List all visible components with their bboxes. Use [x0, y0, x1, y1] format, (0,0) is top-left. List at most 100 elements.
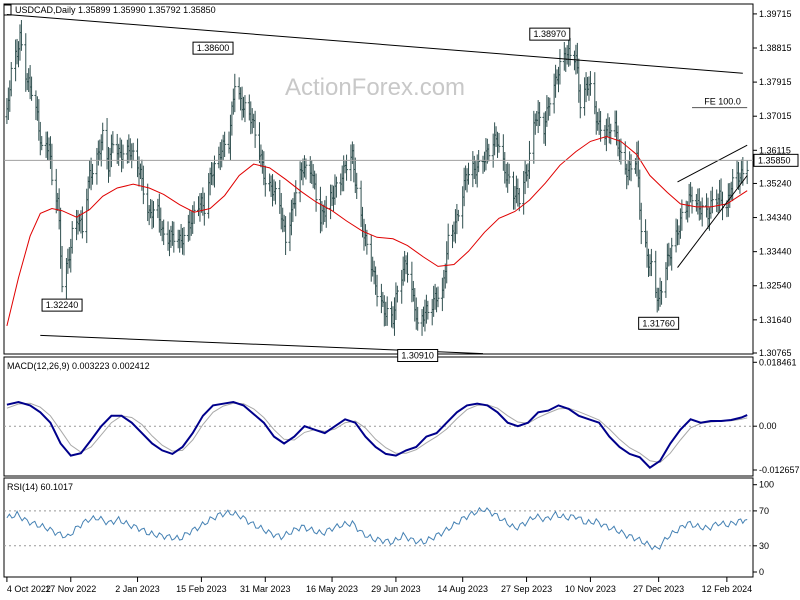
date-axis-label: 31 Mar 2023	[240, 584, 291, 594]
price-bar	[649, 248, 653, 277]
macd-line	[6, 400, 748, 469]
level-annotation-label: 1.38970	[534, 29, 567, 39]
level-annotation-label: 1.31760	[642, 318, 675, 328]
price-bar	[670, 237, 674, 271]
rsi-line	[6, 506, 748, 551]
price-bar	[314, 173, 318, 212]
date-axis-label: 15 Feb 2023	[176, 584, 227, 594]
macd-header: MACD(12,26,9) 0.003223 0.002412	[7, 361, 150, 371]
price-bar	[40, 136, 44, 151]
price-axis-label: 1.32540	[759, 281, 792, 291]
level-annotation-box	[529, 27, 571, 41]
level-annotation: 1.30910	[397, 349, 439, 363]
date-axis-label: 2 Jan 2023	[115, 584, 160, 594]
current-price-tag-label: 1.35850	[758, 155, 791, 165]
price-bar	[639, 202, 643, 245]
price-axis-label: 1.33440	[759, 247, 792, 257]
date-axis-label: 27 Dec 2023	[633, 584, 684, 594]
rsi-header: RSI(14) 60.1017	[7, 482, 73, 492]
price-bar	[609, 123, 613, 145]
price-bar	[263, 165, 267, 197]
macd-axis-label: 0.00	[759, 421, 777, 431]
price-bar	[345, 154, 349, 181]
price-bar	[599, 111, 603, 142]
price-axis-label: 1.31640	[759, 315, 792, 325]
macd-signal-line	[6, 402, 748, 464]
rsi-layer	[4, 506, 753, 551]
date-axis-label: 4 Oct 2022	[7, 584, 51, 594]
level-annotation-label: 1.38600	[197, 43, 230, 53]
level-annotation-label: 1.32240	[46, 300, 79, 310]
price-bar	[365, 229, 369, 255]
price-bar	[558, 49, 562, 85]
date-axis-label: 12 Feb 2024	[702, 584, 753, 594]
rsi-panel-frame	[3, 477, 754, 578]
price-axis-label: 1.36115	[759, 145, 791, 155]
price-axis-label: 1.37015	[759, 111, 792, 121]
price-bar	[162, 219, 166, 246]
price-bar	[141, 165, 145, 205]
price-panel-frame	[3, 3, 754, 355]
rsi-axis-label: 100	[759, 480, 774, 490]
price-bar	[629, 154, 633, 182]
trend-line	[677, 144, 748, 183]
price-bar	[121, 144, 125, 169]
price-bar	[660, 280, 664, 305]
collapse-icon[interactable]	[3, 4, 12, 16]
level-annotation: 1.32240	[41, 298, 83, 312]
axis-layer: 1.39715 1.38815 1.37915 1.37015 1.36115 1.352…	[6, 9, 800, 594]
macd-panel-frame	[3, 356, 754, 477]
price-bar	[334, 176, 338, 198]
date-axis-label: 16 May 2023	[306, 584, 358, 594]
price-bar	[497, 132, 501, 153]
price-bar	[710, 186, 714, 214]
price-bar	[487, 143, 491, 162]
fe-label: FE 100.0	[704, 97, 741, 107]
price-bar	[233, 73, 237, 113]
date-axis-label: 29 Jun 2023	[371, 584, 421, 594]
price-bar	[456, 209, 460, 222]
rsi-axis-label: 70	[759, 506, 769, 516]
price-bar	[19, 20, 23, 51]
price-bar	[436, 286, 440, 308]
price-bar	[284, 216, 288, 255]
rsi-axis-label: 0	[759, 567, 764, 577]
price-bar	[91, 163, 95, 185]
date-axis-label: 17 Nov 2022	[45, 584, 96, 594]
level-annotation-box	[41, 298, 83, 312]
moving-average-line	[6, 135, 748, 327]
level-annotation: 1.38970	[529, 27, 571, 41]
price-bar	[578, 84, 582, 119]
level-annotation-box	[192, 41, 234, 55]
level-annotation: 1.31760	[638, 316, 680, 330]
price-bar	[131, 142, 135, 161]
price-bar	[426, 300, 430, 320]
level-annotation-label: 1.30910	[401, 351, 434, 361]
price-bar	[243, 95, 247, 123]
price-bar	[731, 169, 735, 202]
price-bar	[588, 71, 592, 96]
price-bar	[517, 188, 521, 212]
price-bar	[253, 110, 257, 148]
price-bar	[304, 158, 308, 180]
price-bar	[152, 201, 156, 228]
price-bar	[568, 37, 572, 66]
level-annotation-box	[397, 349, 439, 363]
price-bar	[375, 274, 379, 307]
price-bar	[294, 180, 298, 217]
price-bar	[680, 199, 684, 231]
price-bar	[745, 160, 749, 185]
date-axis-label: 14 Aug 2023	[437, 584, 488, 594]
trend-line	[6, 13, 743, 74]
macd-layer	[4, 400, 753, 469]
price-bar	[416, 306, 420, 331]
price-bar	[700, 197, 704, 227]
price-bar	[538, 101, 542, 127]
price-bar	[111, 131, 115, 154]
price-bar	[466, 162, 470, 185]
level-annotation-box	[638, 316, 680, 330]
price-bar	[223, 131, 227, 158]
price-bar	[30, 76, 34, 101]
price-bar	[395, 285, 399, 303]
